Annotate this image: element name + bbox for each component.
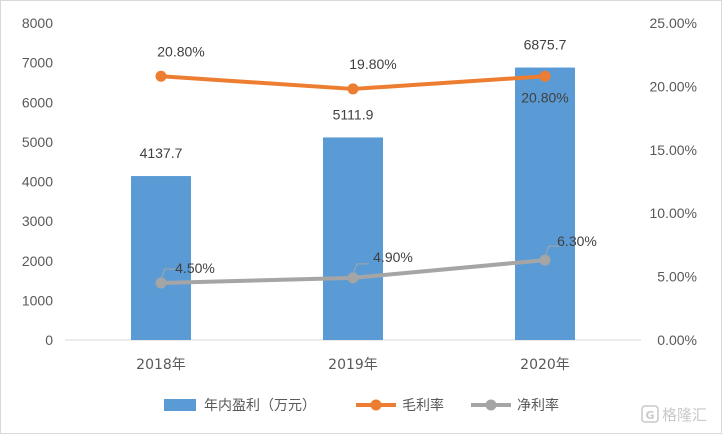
line-data-label: 4.90%	[373, 249, 413, 265]
right-axis: 0.00% 5.00% 10.00% 15.00% 20.00% 25.00%	[650, 15, 697, 348]
legend-marker	[370, 399, 382, 411]
left-tick-label: 4000	[22, 174, 53, 190]
line-data-label: 6.30%	[557, 233, 597, 249]
x-tick-label: 2019年	[328, 357, 378, 373]
watermark-text: 格隆汇	[662, 406, 707, 424]
right-tick-label: 10.00%	[650, 205, 697, 221]
line-data-label: 19.80%	[349, 56, 396, 72]
x-tick-label: 2020年	[520, 357, 570, 373]
line-data-label: 20.80%	[521, 89, 568, 105]
left-tick-label: 2000	[22, 253, 53, 269]
line-point	[347, 272, 359, 284]
legend-label: 净利率	[517, 397, 559, 414]
label-leader-line	[544, 245, 561, 257]
line-series	[155, 70, 551, 289]
line-data-label: 20.80%	[157, 43, 204, 59]
bar-data-label: 5111.9	[333, 106, 374, 122]
label-leader-line	[352, 263, 369, 275]
x-axis-ticks: 2018年 2019年 2020年	[136, 357, 570, 373]
left-tick-label: 8000	[22, 15, 53, 31]
watermark: G 格隆汇	[641, 405, 707, 424]
left-tick-label: 0	[45, 332, 53, 348]
legend-swatch	[164, 399, 196, 411]
legend-label: 年内盈利（万元）	[204, 398, 316, 414]
line-point	[347, 83, 359, 95]
legend-label: 毛利率	[402, 397, 444, 414]
bar-data-label: 6875.7	[524, 37, 567, 53]
left-tick-label: 1000	[22, 292, 53, 308]
left-tick-label: 7000	[22, 55, 53, 71]
legend-marker	[485, 399, 497, 411]
bar-data-label: 4137.7	[140, 145, 183, 161]
g-logo-letter: G	[645, 409, 654, 422]
g-logo-icon	[641, 405, 659, 423]
right-tick-label: 15.00%	[650, 142, 697, 158]
line-point	[539, 254, 551, 266]
line-data-label: 4.50%	[175, 260, 215, 276]
right-tick-label: 5.00%	[657, 269, 697, 285]
line-point	[155, 70, 167, 82]
left-axis: 0 1000 2000 3000 4000 5000 6000 7000 8000	[22, 15, 53, 348]
data-labels: 4137.7 5111.9 6875.7 20.80% 19.80% 20.80% 4.50…	[140, 37, 597, 280]
x-tick-label: 2018年	[136, 357, 186, 373]
label-leader-line	[160, 268, 177, 280]
legend: 年内盈利（万元） 毛利率 净利率	[164, 397, 559, 414]
right-tick-label: 25.00%	[650, 15, 697, 31]
left-tick-label: 3000	[22, 213, 53, 229]
right-tick-label: 20.00%	[650, 78, 697, 94]
bar	[515, 67, 575, 340]
left-tick-label: 6000	[22, 94, 53, 110]
left-tick-label: 5000	[22, 134, 53, 150]
bar	[131, 176, 191, 340]
line-point	[155, 277, 167, 289]
right-tick-label: 0.00%	[657, 332, 697, 348]
bar-series	[131, 67, 575, 340]
bar	[323, 137, 383, 340]
line-point	[539, 70, 551, 82]
